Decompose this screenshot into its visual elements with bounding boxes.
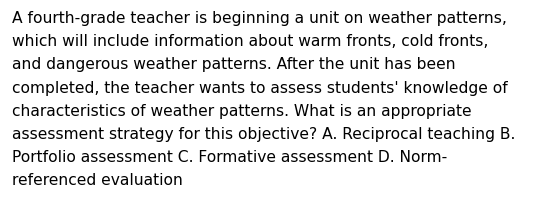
Text: Portfolio assessment C. Formative assessment D. Norm-: Portfolio assessment C. Formative assess… <box>12 150 448 165</box>
Text: A fourth-grade teacher is beginning a unit on weather patterns,: A fourth-grade teacher is beginning a un… <box>12 11 507 26</box>
Text: and dangerous weather patterns. After the unit has been: and dangerous weather patterns. After th… <box>12 57 456 72</box>
Text: which will include information about warm fronts, cold fronts,: which will include information about war… <box>12 34 488 49</box>
Text: referenced evaluation: referenced evaluation <box>12 173 183 188</box>
Text: characteristics of weather patterns. What is an appropriate: characteristics of weather patterns. Wha… <box>12 104 472 119</box>
Text: completed, the teacher wants to assess students' knowledge of: completed, the teacher wants to assess s… <box>12 81 508 96</box>
Text: assessment strategy for this objective? A. Reciprocal teaching B.: assessment strategy for this objective? … <box>12 127 516 142</box>
